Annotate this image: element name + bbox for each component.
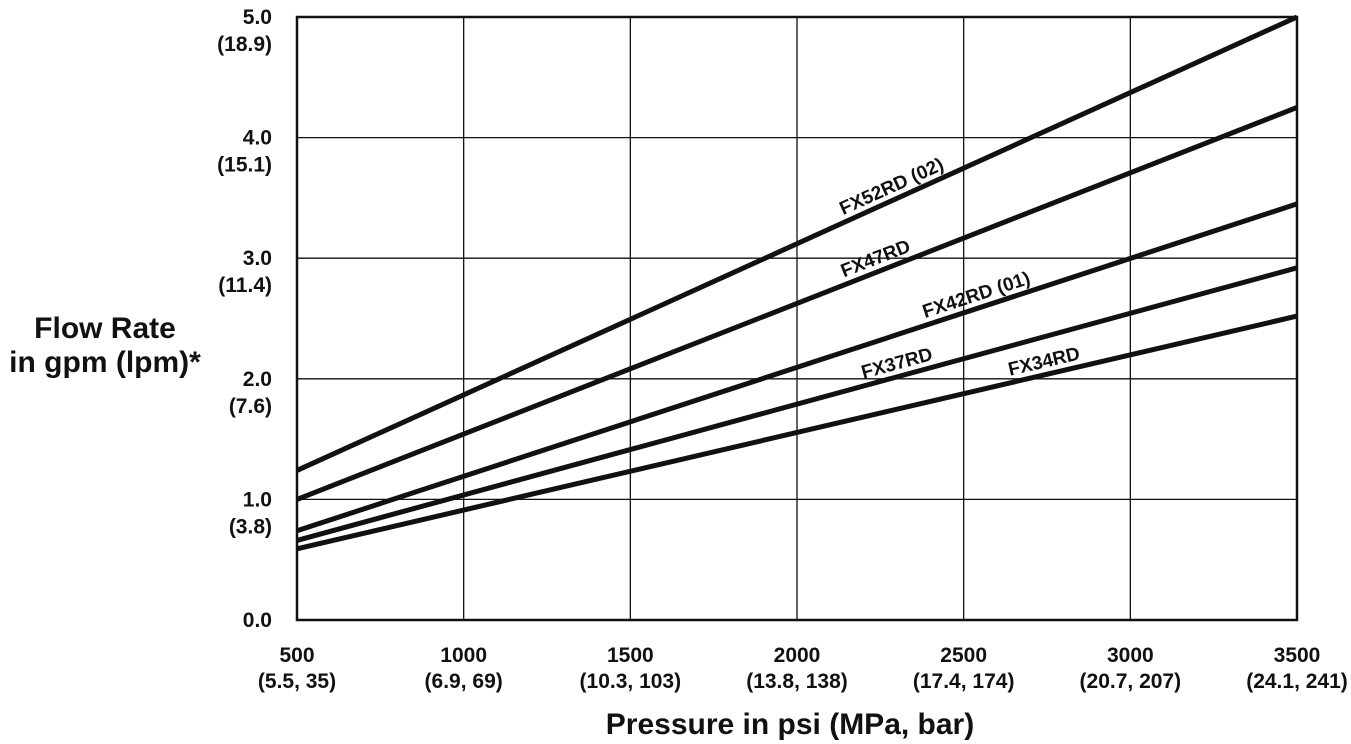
series-line [296,313,1298,552]
y-tick-label: 5.0 [243,6,272,29]
y-tick-sublabel: (18.9) [217,33,272,56]
series-lines [295,14,1299,552]
y-tick-label: 0.0 [243,609,272,632]
series-line [295,14,1299,473]
plot-frame [295,15,1299,622]
series-line [296,201,1298,534]
x-tick-sublabel: (17.4, 174) [913,670,1015,693]
y-tick-label: 2.0 [243,368,272,391]
series-line [296,265,1298,543]
y-tick-sublabel: (11.4) [218,274,272,297]
tick-labels: 500 (5.5, 35) 1000 (6.9, 69) 1500 (10.3, 103)… [217,6,1348,693]
y-tick-sublabel: (7.6) [229,395,272,418]
x-tick-label: 500 [279,644,314,667]
x-tick-sublabel: (10.3, 103) [580,670,682,693]
grid [296,16,1298,621]
y-axis-title-line1: Flow Rate [34,312,176,345]
x-axis-title: Pressure in psi (MPa, bar) [606,708,974,741]
series-label: FX52RD (02) [837,154,948,219]
x-tick-label: 2500 [940,644,987,667]
y-tick-label: 1.0 [243,488,272,511]
series-label: FX47RD [838,236,913,282]
x-tick-sublabel: (6.9, 69) [425,670,503,693]
y-tick-label: 4.0 [243,127,272,150]
x-tick-label: 3000 [1107,644,1154,667]
x-tick-label: 2000 [774,644,821,667]
y-tick-label: 3.0 [243,247,272,270]
x-tick-sublabel: (24.1, 241) [1246,670,1348,693]
x-tick-label: 1000 [440,644,487,667]
y-axis-title-line2: in gpm (lpm)* [9,346,201,379]
x-tick-sublabel: (5.5, 35) [258,670,336,693]
series-line [296,105,1298,502]
x-tick-sublabel: (13.8, 138) [746,670,848,693]
x-tick-label: 1500 [607,644,654,667]
x-tick-label: 3500 [1274,644,1321,667]
y-tick-sublabel: (15.1) [217,154,272,177]
y-tick-sublabel: (3.8) [229,515,272,538]
x-tick-sublabel: (20.7, 207) [1080,670,1182,693]
